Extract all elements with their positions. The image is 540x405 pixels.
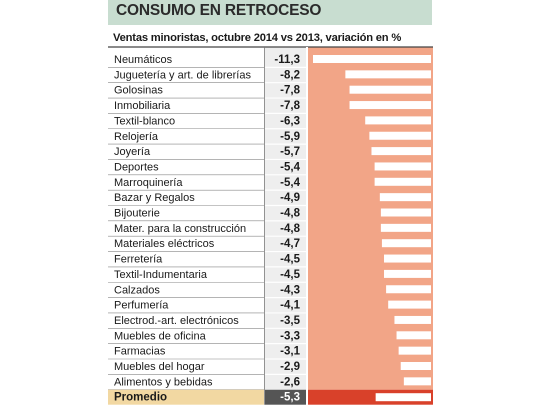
bar <box>313 55 431 63</box>
bar <box>384 269 431 278</box>
category-label: Deportes <box>114 161 159 173</box>
bar <box>374 177 431 186</box>
bar <box>380 208 431 217</box>
value-label: -4,5 <box>280 254 300 266</box>
value-column-bg <box>265 47 306 390</box>
bar <box>379 193 431 202</box>
value-label: -5,4 <box>280 177 300 189</box>
category-label: Perfumería <box>114 300 169 312</box>
value-label: -4,3 <box>280 284 300 296</box>
value-label: -4,9 <box>280 192 300 204</box>
value-label: -7,8 <box>280 85 300 97</box>
title-bar <box>108 0 432 25</box>
bar <box>394 315 431 324</box>
category-label: Textil-Indumentaria <box>114 269 208 281</box>
average-label: Promedio <box>114 392 167 404</box>
bar <box>400 362 431 370</box>
average-label-bg <box>108 389 264 405</box>
average-value-bg <box>265 389 306 405</box>
chart-subtitle: Ventas minoristas, octubre 2014 vs 2013,… <box>113 32 402 44</box>
category-label: Marroquinería <box>114 177 183 189</box>
bar <box>345 70 431 79</box>
category-label: Bazar y Regalos <box>114 192 195 204</box>
category-label: Bijouterie <box>114 208 160 220</box>
category-label: Joyería <box>114 146 151 158</box>
chart-title: CONSUMO EN RETROCESO <box>116 2 322 19</box>
category-label: Juguetería y art. de librerías <box>114 69 251 81</box>
category-label: Materiales eléctricos <box>114 238 215 250</box>
value-label: -3,5 <box>280 315 300 327</box>
category-label: Inmobiliaria <box>114 100 171 112</box>
value-label: -11,3 <box>274 54 300 66</box>
value-label: -5,9 <box>280 131 300 143</box>
category-label: Ferretería <box>114 254 163 266</box>
bar <box>396 331 431 340</box>
value-label: -5,7 <box>280 146 300 158</box>
value-label: -5,4 <box>280 161 300 173</box>
value-label: -3,1 <box>280 346 300 358</box>
bar <box>380 223 431 232</box>
value-label: -4,8 <box>280 208 300 220</box>
bar <box>381 239 431 248</box>
bar <box>365 116 431 125</box>
category-label: Electrod.-art. electrónicos <box>114 315 239 327</box>
category-label: Calzados <box>114 284 160 296</box>
bar <box>371 147 431 156</box>
value-label: -3,3 <box>280 330 300 342</box>
bar <box>398 346 431 355</box>
average-bar <box>375 393 431 402</box>
value-label: -4,5 <box>280 269 300 281</box>
category-label: Muebles del hogar <box>114 361 205 373</box>
bar <box>374 162 431 171</box>
value-label: -4,7 <box>280 238 300 250</box>
bar <box>388 300 431 309</box>
value-label: -6,3 <box>280 115 300 127</box>
value-label: -4,1 <box>280 300 300 312</box>
category-label: Muebles de oficina <box>114 330 207 342</box>
bar <box>349 85 431 94</box>
category-label: Relojería <box>114 131 159 143</box>
category-label: Neumáticos <box>114 54 173 66</box>
category-label: Golosinas <box>114 85 163 97</box>
bar <box>384 254 431 263</box>
category-label: Textil-blanco <box>114 115 175 127</box>
category-label: Mater. para la construcción <box>114 223 246 235</box>
value-label: -2,9 <box>280 361 300 373</box>
bar <box>349 101 431 110</box>
bar <box>403 377 431 386</box>
value-label: -7,8 <box>280 100 300 112</box>
average-value-label: -5,3 <box>280 392 300 404</box>
category-label: Farmacias <box>114 346 166 358</box>
bar <box>369 131 431 140</box>
value-label: -2,6 <box>280 376 300 388</box>
value-label: -8,2 <box>280 69 300 81</box>
bar <box>386 285 431 294</box>
value-label: -4,8 <box>280 223 300 235</box>
category-label: Alimentos y bebidas <box>114 376 213 388</box>
